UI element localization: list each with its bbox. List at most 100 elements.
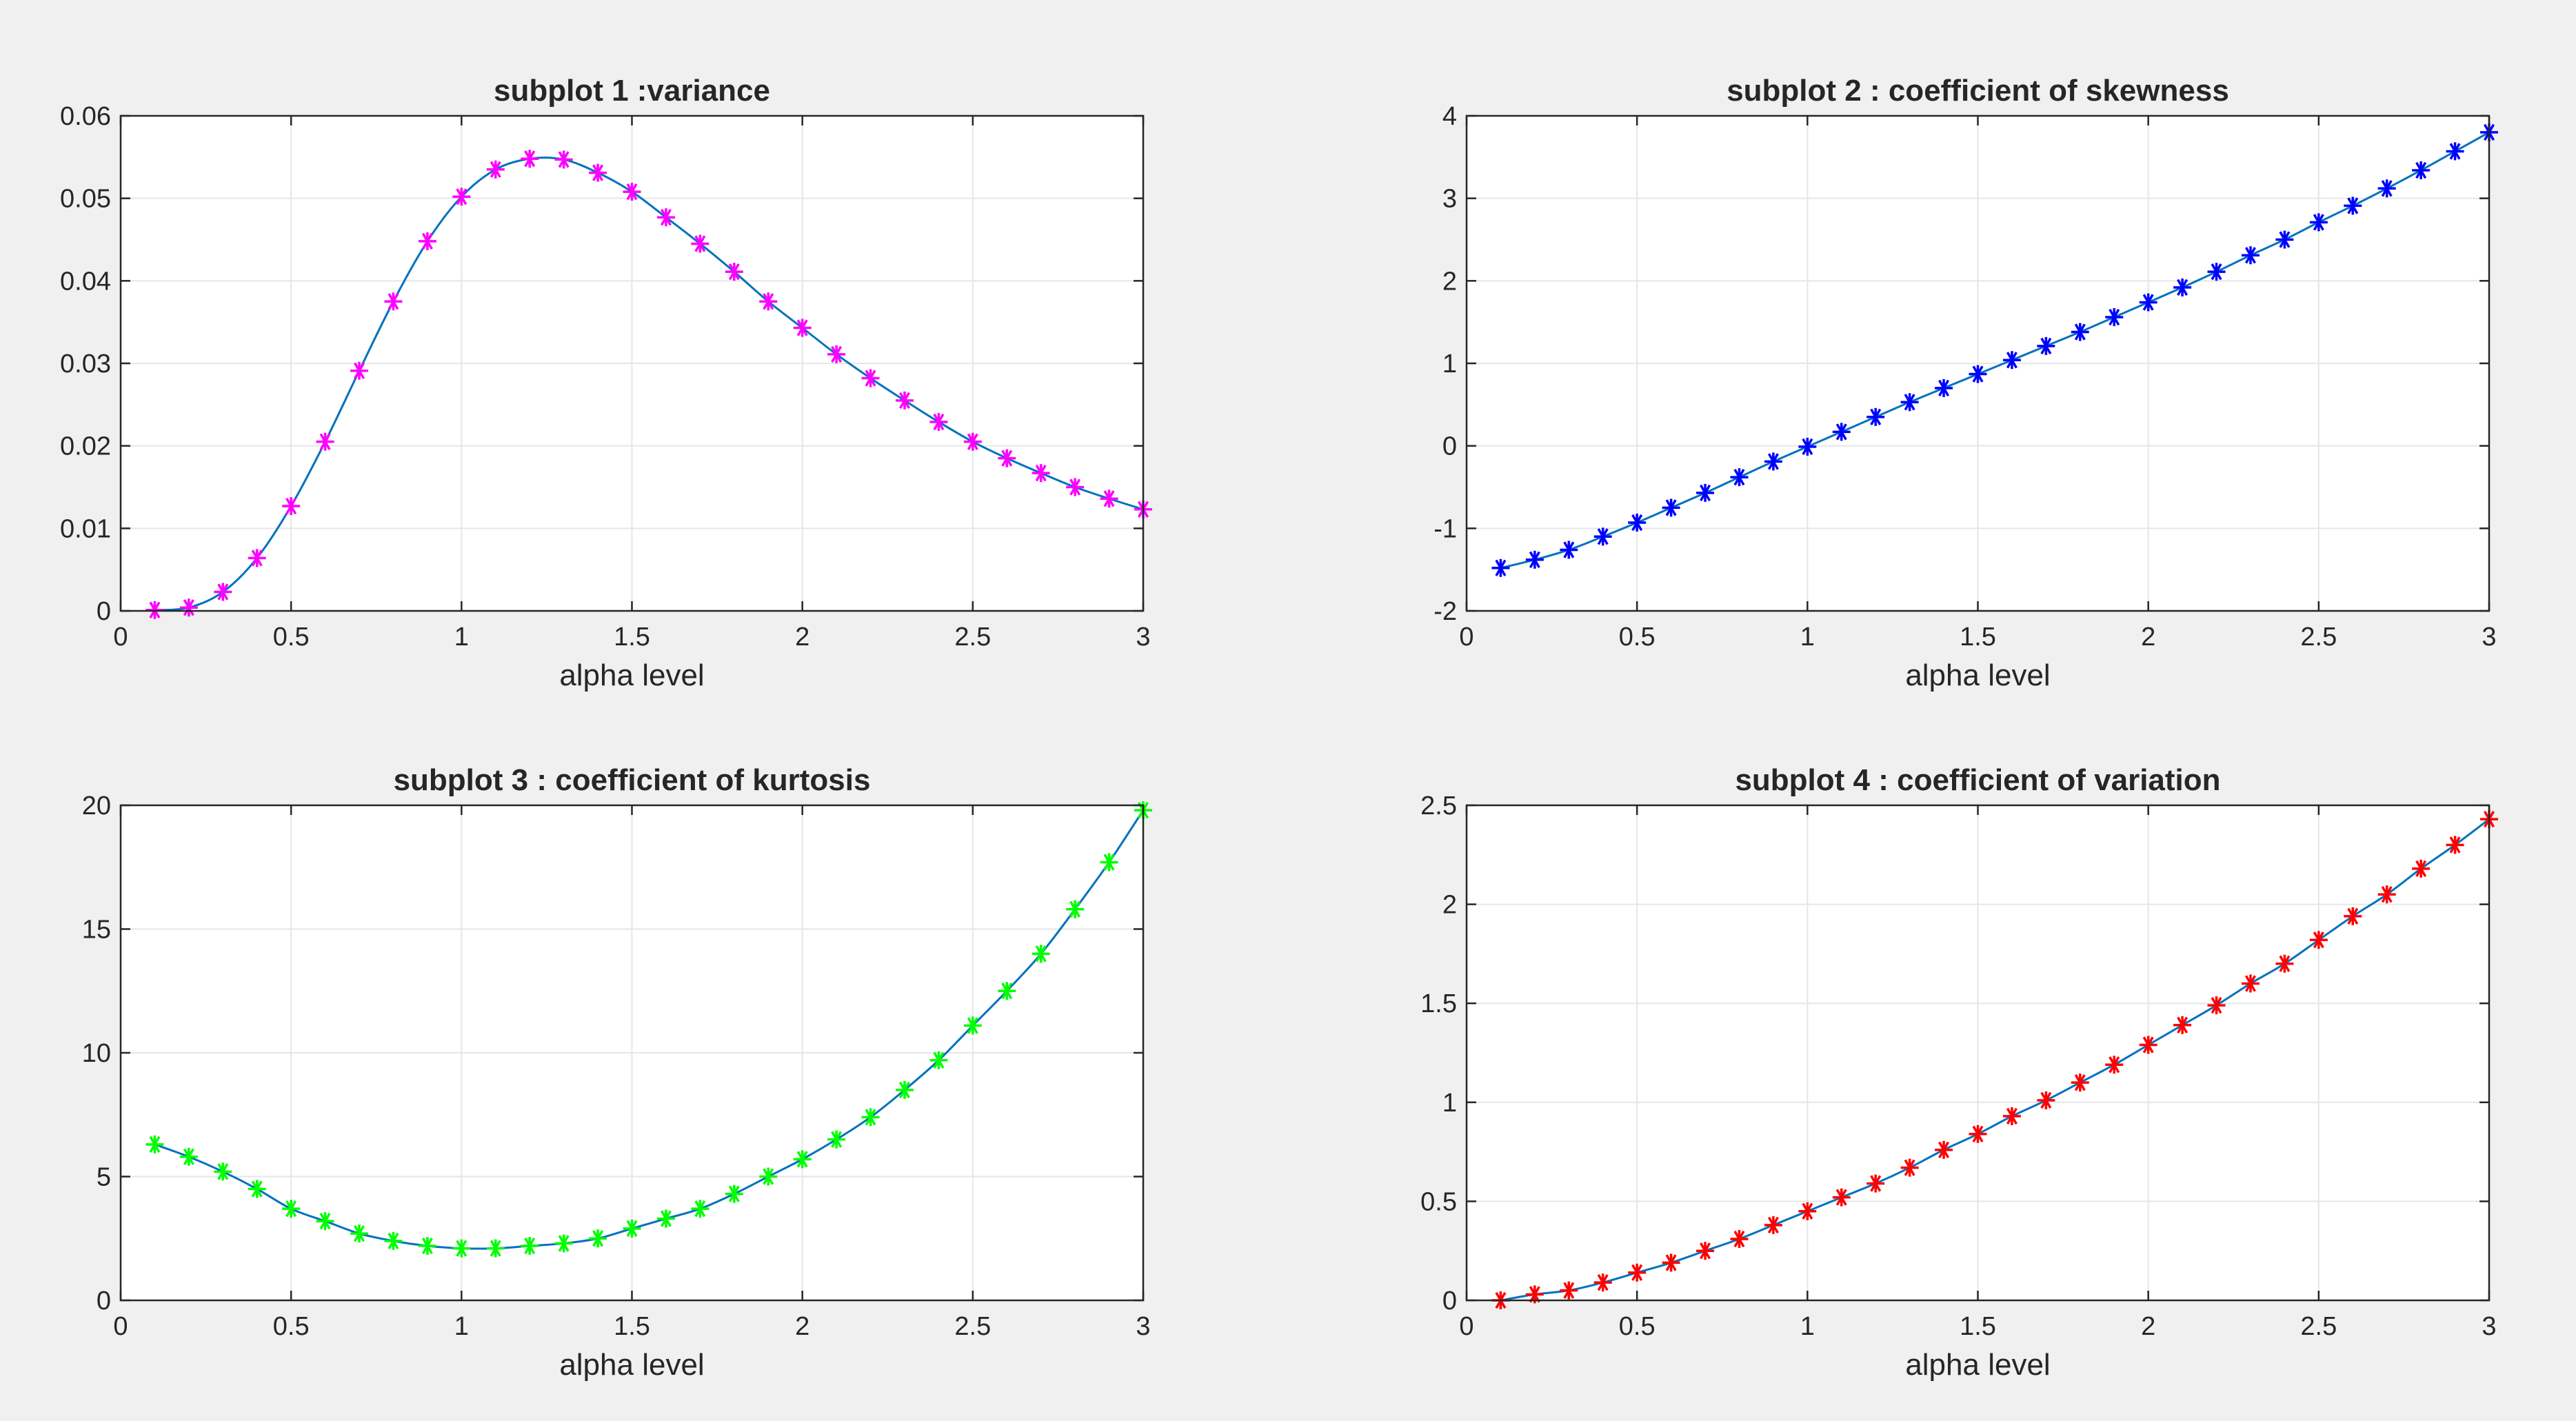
data-point-marker xyxy=(1866,1174,1885,1193)
data-point-marker xyxy=(214,1162,232,1181)
data-point-marker xyxy=(2139,1036,2157,1054)
data-point-marker xyxy=(2344,907,2362,925)
y-tick-label: 15 xyxy=(82,916,111,945)
subplot-2: 0 0.5 1 1.5 2 2.5 3 -2 -1 0 1 2 3 4 subplot 2 : coeffi… xyxy=(1433,74,2498,692)
data-point-marker xyxy=(1764,1216,1782,1234)
y-tick-label: 0.03 xyxy=(60,350,111,379)
x-tick-label: 1 xyxy=(1800,1312,1815,1341)
data-point-marker xyxy=(316,1212,334,1231)
x-tick-label: 0.5 xyxy=(273,623,310,652)
data-point-marker xyxy=(1593,1273,1612,1292)
data-point-marker xyxy=(384,1231,403,1250)
y-tick-label: 0 xyxy=(97,597,111,626)
data-point-marker xyxy=(521,150,539,168)
data-point-marker xyxy=(2173,1016,2192,1034)
y-tick-label: 0.04 xyxy=(60,267,111,296)
data-point-marker xyxy=(963,1016,982,1035)
x-tick-label: 2.5 xyxy=(954,1312,991,1341)
data-point-marker xyxy=(2037,1091,2055,1109)
y-tick-label: 1 xyxy=(1442,350,1457,379)
data-point-marker xyxy=(998,982,1016,1000)
data-point-marker xyxy=(1491,558,1510,577)
data-point-marker xyxy=(861,1108,880,1127)
data-point-marker xyxy=(861,369,880,387)
data-point-marker xyxy=(725,263,743,281)
data-point-marker xyxy=(1560,1281,1578,1300)
x-tick-label: 2.5 xyxy=(2300,1312,2337,1341)
data-point-marker xyxy=(1628,513,1647,532)
y-tick-label: 0 xyxy=(1442,1287,1457,1316)
data-point-marker xyxy=(2241,974,2260,993)
y-tick-label: 2 xyxy=(1442,891,1457,920)
data-point-marker xyxy=(759,292,778,311)
data-point-marker xyxy=(179,598,198,617)
data-point-marker xyxy=(623,183,641,201)
y-tick-label: 2.5 xyxy=(1420,792,1457,820)
series-line xyxy=(1500,131,2490,570)
y-tick-label: 3 xyxy=(1442,185,1457,214)
data-point-marker xyxy=(1032,464,1050,483)
y-tick-label: -2 xyxy=(1433,597,1457,626)
data-point-marker xyxy=(1593,527,1612,546)
data-point-marker xyxy=(2446,836,2464,854)
data-point-marker xyxy=(2002,1107,2021,1125)
data-point-marker xyxy=(1066,478,1085,496)
x-tick-label: 1.5 xyxy=(614,623,650,652)
x-tick-label: 3 xyxy=(1136,623,1150,652)
data-point-marker xyxy=(1628,1263,1647,1282)
data-point-marker xyxy=(282,497,301,516)
data-point-marker xyxy=(2105,1056,2124,1074)
data-point-marker xyxy=(2207,263,2226,281)
y-tick-label: 20 xyxy=(82,792,111,820)
y-tick-label: 1 xyxy=(1442,1089,1457,1118)
data-point-marker xyxy=(1730,468,1749,487)
data-point-marker xyxy=(554,1234,573,1253)
data-point-marker xyxy=(2002,351,2021,370)
tick-labels: 0 0.5 1 1.5 2 2.5 3 0 5 10 15 20 xyxy=(82,792,1151,1341)
data-point-marker xyxy=(2071,1074,2089,1092)
data-point-marker xyxy=(656,1209,675,1228)
series-markers xyxy=(1491,810,2498,1309)
x-tick-label: 1 xyxy=(454,1312,469,1341)
data-point-marker xyxy=(145,1135,164,1153)
x-tick-label: 1 xyxy=(454,623,469,652)
data-point-marker xyxy=(793,1150,812,1169)
x-tick-label: 0.5 xyxy=(1619,1312,1656,1341)
data-point-marker xyxy=(2275,954,2294,973)
x-tick-label: 0 xyxy=(1459,1312,1473,1341)
y-tick-label: 0.05 xyxy=(60,185,111,214)
subplot-title: subplot 2 : coefficient of skewness xyxy=(1727,74,2229,108)
x-tick-label: 1 xyxy=(1800,623,1815,652)
tick-marks xyxy=(119,114,1145,612)
x-tick-label: 3 xyxy=(1136,1312,1150,1341)
data-point-marker xyxy=(350,361,369,380)
data-point-marker xyxy=(1798,437,1817,456)
y-tick-label: 5 xyxy=(97,1163,111,1192)
data-point-marker xyxy=(1832,1188,1851,1207)
data-point-marker xyxy=(1900,393,1919,412)
data-point-marker xyxy=(1662,1253,1680,1272)
data-point-marker xyxy=(282,1200,301,1218)
data-point-marker xyxy=(2037,336,2055,355)
data-point-marker xyxy=(827,1130,846,1149)
grid-lines xyxy=(121,805,1143,1300)
data-point-marker xyxy=(2309,213,2328,232)
tick-labels: 0 0.5 1 1.5 2 2.5 3 0 0.5 1 1.5 2 2.5 xyxy=(1420,792,2496,1341)
series-markers xyxy=(1491,123,2498,577)
data-point-marker xyxy=(316,432,334,451)
data-point-marker xyxy=(1560,541,1578,559)
data-point-marker xyxy=(486,160,505,179)
data-point-marker xyxy=(1032,945,1050,963)
subplot-4: 0 0.5 1 1.5 2 2.5 3 0 0.5 1 1.5 2 2.5 subplot 4 : coe… xyxy=(1420,763,2498,1382)
data-point-marker xyxy=(452,1239,471,1258)
data-point-marker xyxy=(1935,379,1953,397)
y-tick-label: 0 xyxy=(97,1287,111,1316)
x-axis-label: alpha level xyxy=(559,1348,704,1382)
data-point-marker xyxy=(2207,996,2226,1015)
data-point-marker xyxy=(554,150,573,169)
data-point-marker xyxy=(1969,1125,1987,1143)
data-point-marker xyxy=(418,232,436,250)
y-tick-label: 4 xyxy=(1442,102,1457,131)
